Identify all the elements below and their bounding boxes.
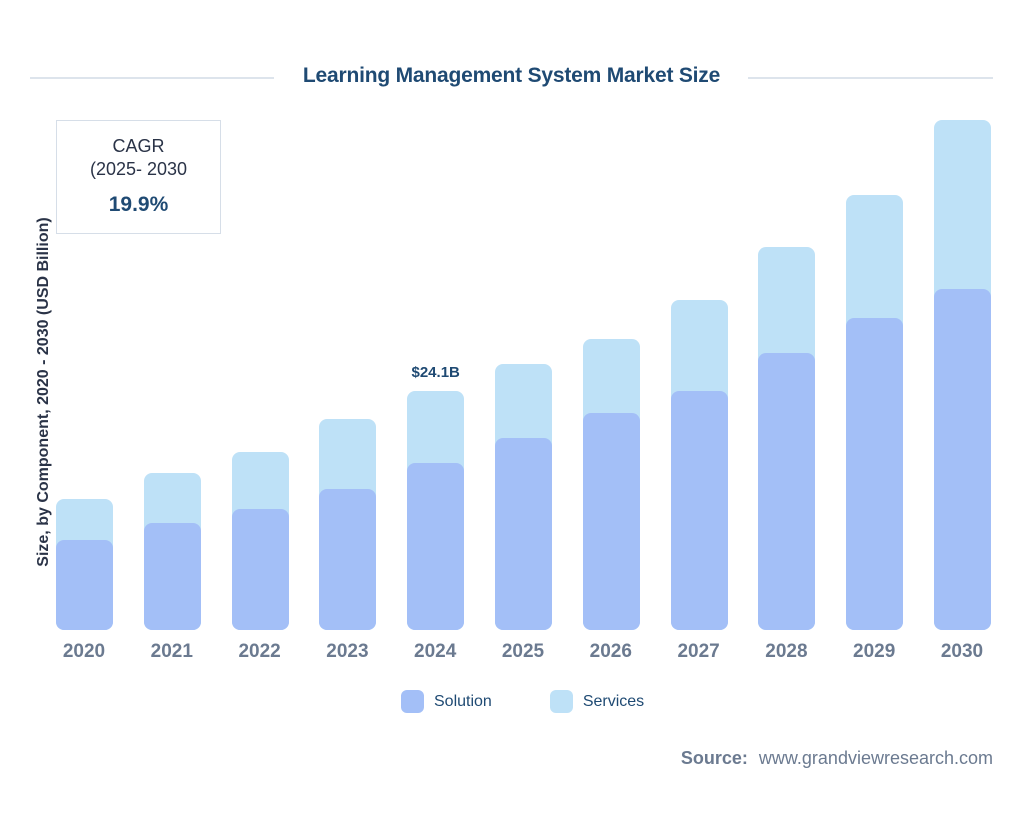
source-note: Source: www.grandviewresearch.com (681, 748, 993, 769)
bar-segment-solution[interactable] (846, 317, 904, 630)
bar-segment-solution[interactable] (319, 489, 377, 630)
x-tick-label: 2026 (589, 641, 632, 662)
x-tick-label: 2021 (150, 641, 193, 662)
bar-segment-solution[interactable] (934, 288, 991, 630)
source-link[interactable]: www.grandviewresearch.com (758, 748, 993, 768)
legend-item-services[interactable]: Services (549, 690, 645, 713)
legend-swatch-solution (401, 690, 424, 713)
bar-2025[interactable] (495, 364, 552, 630)
bar-2021[interactable] (143, 473, 201, 630)
x-tick-label: 2025 (501, 641, 545, 662)
cagr-value: 19.9% (108, 193, 169, 216)
chart-title-row: Learning Management System Market Size (30, 62, 993, 94)
bar-2028[interactable] (758, 247, 816, 630)
x-tick-label: 2030 (940, 641, 984, 662)
x-tick-label: 2027 (677, 641, 720, 662)
bar-segment-solution[interactable] (143, 522, 201, 630)
value-annotation: $24.1B (411, 364, 460, 381)
bar-segment-solution[interactable] (582, 412, 640, 630)
legend-label-services: Services (582, 692, 645, 710)
legend-swatch-services (549, 690, 573, 713)
bar-segment-solution[interactable] (758, 353, 816, 630)
source-label: Source: (680, 748, 748, 768)
bar-2029[interactable] (846, 194, 904, 630)
legend-item-solution[interactable]: Solution (401, 690, 492, 713)
cagr-label-line2: (2025- 2030 (89, 159, 188, 179)
bar-2024[interactable] (407, 391, 465, 630)
title-rule-left (30, 77, 274, 79)
cagr-label: CAGR (2025- 2030 (57, 135, 220, 181)
bar-segment-solution[interactable] (495, 437, 552, 630)
bar-2030[interactable] (934, 120, 991, 630)
legend: Solution Services (401, 690, 702, 713)
chart-title: Learning Management System Market Size (302, 64, 721, 87)
cagr-label-line1: CAGR (112, 136, 165, 156)
bar-2026[interactable] (582, 339, 640, 630)
x-tick-label: 2023 (326, 641, 369, 662)
x-tick-label: 2022 (238, 641, 281, 662)
bar-2023[interactable] (319, 418, 377, 630)
bar-segment-solution[interactable] (670, 390, 728, 630)
x-tick-label: 2029 (853, 641, 896, 662)
x-tick-label: 2020 (62, 641, 106, 662)
x-tick-label: 2028 (765, 641, 808, 662)
legend-label-solution: Solution (434, 692, 492, 710)
bar-2027[interactable] (670, 299, 728, 630)
bar-2020[interactable] (56, 499, 113, 630)
title-rule-right (748, 77, 993, 79)
bar-segment-solution[interactable] (231, 509, 289, 630)
cagr-box: CAGR (2025- 2030 19.9% (56, 120, 221, 234)
bar-segment-solution[interactable] (56, 539, 113, 630)
bar-segment-solution[interactable] (407, 463, 465, 630)
x-tick-label: 2024 (414, 641, 457, 662)
bar-2022[interactable] (231, 452, 289, 630)
